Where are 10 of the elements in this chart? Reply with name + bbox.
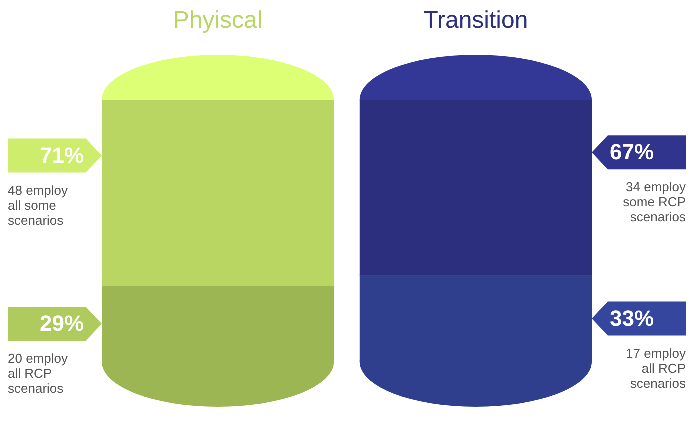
data-label: 67% bbox=[610, 140, 654, 165]
x-tick-label: Transition bbox=[424, 7, 528, 34]
text: 20 employ all RCP scenarios bbox=[8, 351, 68, 396]
x-tick-label: Phyiscal bbox=[173, 7, 263, 34]
data-label: 29% bbox=[40, 311, 84, 336]
text: 17 employ all RCP scenarios bbox=[626, 346, 686, 391]
text: 34 employ some RCP scenarios bbox=[623, 180, 686, 225]
data-label: 33% bbox=[610, 306, 654, 331]
data-label: 71% bbox=[40, 142, 84, 168]
text: 48 employ all some scenarios bbox=[8, 182, 68, 228]
